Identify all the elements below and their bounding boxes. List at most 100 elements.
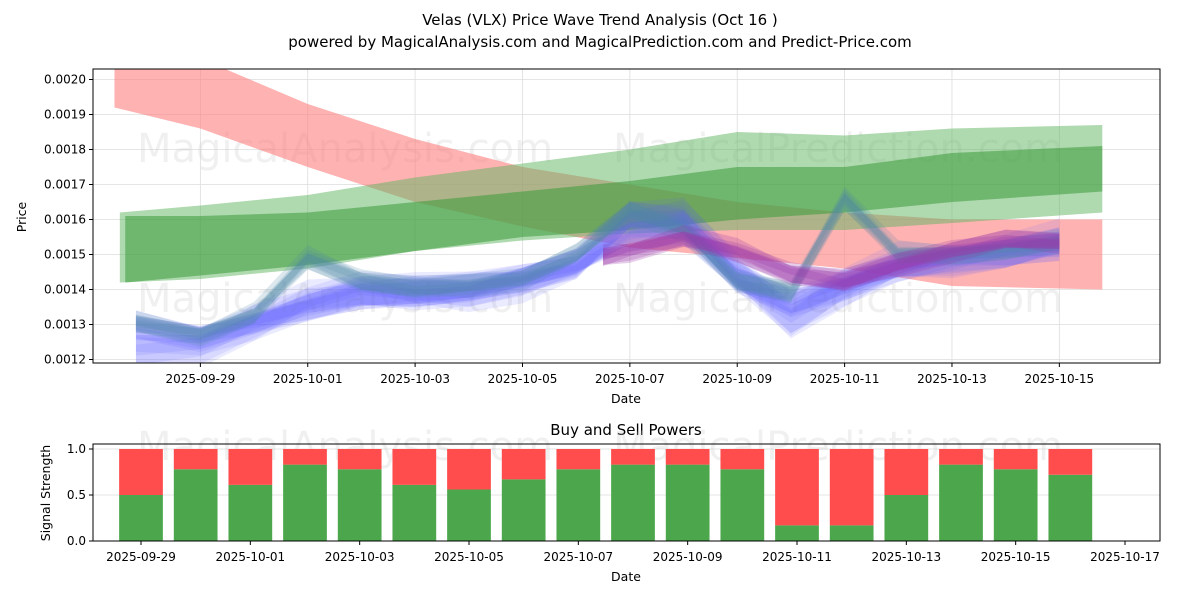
blue-wave-a bbox=[135, 210, 1060, 343]
main-y-tick-label: 0.0014 bbox=[44, 283, 86, 297]
purple-wave bbox=[603, 231, 1060, 292]
bar-y-tick-label: 0.5 bbox=[67, 488, 86, 502]
buy-bar bbox=[556, 469, 601, 541]
watermark-bottom-left: MagicalAnalysis.com bbox=[137, 276, 553, 322]
purple-wave bbox=[603, 231, 1060, 288]
buy-bar bbox=[720, 469, 765, 541]
main-y-tick-label: 0.0017 bbox=[44, 178, 86, 192]
sell-bar bbox=[1048, 449, 1093, 475]
buy-bar bbox=[993, 469, 1038, 541]
bar-x-ticks: 2025-09-29 2025-10-01 2025-10-03 2025-10-05… bbox=[106, 541, 1160, 564]
buy-bar bbox=[939, 464, 983, 541]
bands-layer bbox=[114, 69, 1103, 363]
bar-x-tick-label: 2025-10-15 bbox=[981, 550, 1051, 564]
buy-bar bbox=[829, 525, 874, 541]
blue-wave-a bbox=[135, 220, 1060, 353]
main-x-tick-label: 2025-10-15 bbox=[1024, 372, 1094, 386]
sell-bar bbox=[556, 449, 601, 470]
buy-sell-powers-plot: Buy and Sell Powers MagicalAnalysis.com … bbox=[38, 421, 1161, 584]
main-plot-frame bbox=[92, 68, 1161, 364]
purple-wave bbox=[603, 229, 1060, 288]
bar-x-tick-label: 2025-10-01 bbox=[215, 550, 285, 564]
main-x-tick-label: 2025-10-05 bbox=[488, 372, 558, 386]
bar-y-tick-label: 1.0 bbox=[67, 442, 86, 456]
bar-x-axis-label: Date bbox=[611, 569, 641, 584]
chart-subtitle: powered by MagicalAnalysis.com and Magic… bbox=[288, 33, 912, 51]
sell-bar bbox=[884, 449, 929, 495]
blue-wave-b bbox=[135, 209, 1060, 363]
bar-x-tick-label: 2025-09-29 bbox=[106, 550, 176, 564]
bar-x-tick-label: 2025-10-17 bbox=[1090, 550, 1160, 564]
blue-wave-a bbox=[135, 213, 1060, 338]
buy-bar bbox=[1048, 474, 1093, 541]
buy-bar bbox=[228, 484, 273, 541]
main-y-tick-label: 0.0020 bbox=[44, 73, 86, 87]
buy-bar bbox=[119, 495, 163, 541]
blue-wave-b bbox=[135, 200, 1060, 363]
sell-bar bbox=[501, 449, 546, 480]
buy-bar bbox=[283, 464, 327, 541]
price-wave-plot: MagicalAnalysis.com MagicalPrediction.co… bbox=[14, 68, 1161, 406]
teal-wave bbox=[135, 193, 1060, 336]
bar-chart-title: Buy and Sell Powers bbox=[550, 421, 702, 439]
teal-wave bbox=[135, 193, 1060, 340]
sell-bar bbox=[173, 449, 218, 470]
blue-wave-a bbox=[135, 217, 1060, 350]
main-x-ticks: 2025-09-29 2025-10-01 2025-10-03 2025-10-05… bbox=[165, 363, 1094, 386]
buy-bar bbox=[775, 525, 819, 541]
sell-bar bbox=[829, 449, 874, 526]
buy-bar bbox=[665, 464, 710, 541]
main-x-tick-label: 2025-10-11 bbox=[810, 372, 880, 386]
main-x-axis-label: Date bbox=[611, 391, 641, 406]
bar-x-tick-label: 2025-10-11 bbox=[762, 550, 832, 564]
bar-x-tick-label: 2025-10-09 bbox=[653, 550, 723, 564]
green-inner-band bbox=[125, 146, 1103, 283]
buy-bar bbox=[392, 484, 437, 541]
bar-x-tick-label: 2025-10-07 bbox=[543, 550, 613, 564]
sell-bar bbox=[775, 449, 819, 526]
bar-y-ticks: 0.0 0.5 1.0 bbox=[67, 442, 93, 548]
teal-wave bbox=[135, 188, 1060, 341]
sell-bar bbox=[337, 449, 382, 470]
chart-title: Velas (VLX) Price Wave Trend Analysis (O… bbox=[422, 11, 778, 29]
bar-y-axis-label: Signal Strength bbox=[38, 445, 53, 541]
sell-bar bbox=[228, 449, 273, 485]
sell-bar bbox=[447, 449, 491, 490]
sell-bar bbox=[283, 449, 327, 465]
sell-bar bbox=[392, 449, 437, 485]
main-x-tick-label: 2025-10-09 bbox=[702, 372, 772, 386]
main-x-tick-label: 2025-10-13 bbox=[917, 372, 987, 386]
blue-wave-b bbox=[135, 197, 1060, 356]
blue-wave-b bbox=[135, 202, 1060, 363]
main-x-tick-label: 2025-10-01 bbox=[273, 372, 343, 386]
bar-x-tick-label: 2025-10-03 bbox=[325, 550, 395, 564]
main-y-tick-label: 0.0019 bbox=[44, 108, 86, 122]
bar-x-tick-label: 2025-10-05 bbox=[434, 550, 504, 564]
purple-wave bbox=[603, 224, 1060, 290]
buy-bar bbox=[501, 479, 546, 541]
sell-bar bbox=[119, 449, 163, 495]
main-y-tick-label: 0.0015 bbox=[44, 248, 86, 262]
bar-y-tick-label: 0.0 bbox=[67, 534, 86, 548]
bars-layer bbox=[119, 449, 1093, 541]
main-y-ticks: 0.0012 0.0013 0.0014 0.0015 0.0016 0.0017 0.00… bbox=[44, 73, 93, 367]
teal-wave bbox=[135, 186, 1060, 347]
teal-wave bbox=[135, 192, 1060, 345]
main-x-tick-label: 2025-10-03 bbox=[380, 372, 450, 386]
main-y-tick-label: 0.0013 bbox=[44, 318, 86, 332]
main-x-tick-label: 2025-09-29 bbox=[165, 372, 235, 386]
main-y-tick-label: 0.0016 bbox=[44, 213, 86, 227]
bar-plot-frame bbox=[92, 443, 1161, 542]
sell-bar bbox=[611, 449, 655, 465]
main-y-axis-label: Price bbox=[14, 201, 29, 232]
buy-bar bbox=[337, 469, 382, 541]
main-y-tick-label: 0.0012 bbox=[44, 353, 86, 367]
blue-wave-a bbox=[135, 220, 1060, 344]
buy-bar bbox=[611, 464, 655, 541]
buy-bar bbox=[884, 495, 929, 541]
buy-bar bbox=[173, 469, 218, 541]
main-y-tick-label: 0.0018 bbox=[44, 143, 86, 157]
buy-bar bbox=[447, 489, 491, 541]
main-x-tick-label: 2025-10-07 bbox=[595, 372, 665, 386]
